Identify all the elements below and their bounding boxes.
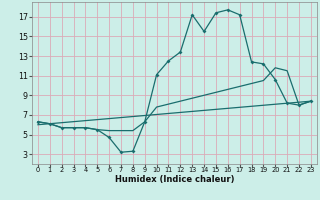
X-axis label: Humidex (Indice chaleur): Humidex (Indice chaleur) [115, 175, 234, 184]
